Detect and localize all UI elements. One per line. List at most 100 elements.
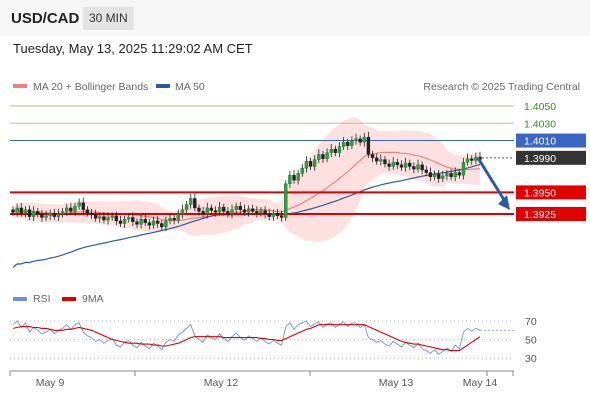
current-price-label: 1.3990	[524, 153, 556, 165]
symbol-title: USD/CAD	[11, 10, 80, 27]
candle-up	[189, 198, 193, 205]
candle-down	[250, 208, 255, 212]
ma50-legend-swatch	[156, 84, 170, 88]
candle-up	[354, 138, 358, 141]
support-label: 1.3950	[524, 187, 556, 199]
candle-down	[143, 218, 147, 223]
candle-up	[127, 217, 131, 220]
current-price-tag	[516, 150, 586, 165]
candle-down	[242, 209, 247, 213]
candle-down	[11, 209, 15, 213]
candle-down	[370, 154, 375, 159]
candle-down	[279, 215, 284, 218]
candle-down	[424, 169, 428, 173]
candle-up	[432, 174, 437, 178]
candle-up	[317, 154, 321, 160]
rsi-ma-line	[12, 324, 481, 352]
candle-down	[226, 211, 230, 215]
rsi-ma-legend-label: 9MA	[82, 293, 104, 305]
candle-up	[164, 220, 168, 228]
candle-up	[230, 209, 234, 215]
candle-down	[387, 163, 391, 167]
candle-up	[362, 136, 366, 143]
time-tick-label: May 13	[379, 377, 414, 389]
candle-down	[93, 214, 98, 219]
candle-down	[263, 210, 267, 215]
candle-down	[238, 206, 243, 210]
candle-up	[106, 217, 110, 221]
rsi-panel: 70 50 30	[10, 316, 537, 365]
resistance-label: 1.4030	[524, 118, 556, 130]
candle-down	[470, 158, 474, 161]
candle-down	[135, 221, 139, 225]
forecast-arrow-shaft	[476, 157, 508, 204]
candle-up	[31, 211, 36, 217]
candle-down	[292, 174, 296, 181]
candle-up	[259, 210, 263, 214]
candle-down	[40, 213, 44, 218]
candle-up	[350, 140, 354, 146]
candle-down	[383, 159, 387, 165]
candle-down	[69, 207, 73, 212]
candle-down	[155, 220, 160, 224]
candle-up	[56, 213, 61, 217]
candle-down	[346, 142, 350, 146]
candle-up	[379, 159, 383, 162]
timestamp: Tuesday, May 13, 2025 11:29:02 AM CET	[13, 41, 253, 56]
interval-button[interactable]: 30 MIN	[83, 7, 134, 30]
pivot-label: 1.4010	[524, 136, 556, 148]
resistance-label: 1.4050	[524, 101, 556, 113]
candle-up	[60, 211, 65, 215]
candle-down	[321, 154, 325, 159]
candle-down	[333, 148, 338, 153]
candle-down	[27, 209, 32, 217]
candle-down	[147, 222, 152, 226]
candle-up	[416, 164, 420, 170]
candle-up	[77, 202, 81, 207]
candle-up	[65, 207, 69, 212]
candle-down	[449, 173, 453, 178]
forecast-arrow-head	[498, 195, 510, 210]
time-tick-label: May 9	[36, 377, 65, 389]
credit-text: Research © 2025 Trading Central	[423, 81, 580, 93]
candle-down	[52, 212, 57, 217]
candle-up	[151, 220, 156, 226]
rsi-ma-legend-swatch	[62, 297, 76, 301]
time-tick-label: May 12	[204, 377, 239, 389]
candle-up	[465, 158, 470, 163]
candle-down	[118, 220, 123, 224]
candle-up	[304, 161, 309, 169]
candle-up	[453, 172, 457, 178]
candle-up	[73, 206, 77, 212]
rsi-tick-label: 70	[525, 316, 537, 328]
ma20-line	[12, 151, 481, 222]
candle-down	[85, 209, 90, 214]
candle-down	[36, 211, 40, 215]
candle-up	[180, 209, 185, 215]
ma50-legend-label: MA 50	[175, 81, 205, 93]
candle-down	[209, 207, 214, 211]
candle-up	[98, 216, 102, 219]
candle-up	[288, 174, 292, 184]
candle-up	[403, 162, 408, 168]
ma20-legend-swatch	[13, 84, 27, 88]
candle-down	[420, 164, 424, 171]
support-tag	[516, 185, 586, 200]
candle-up	[234, 206, 238, 210]
candle-up	[300, 168, 304, 174]
candle-down	[102, 216, 106, 221]
candle-up	[48, 212, 52, 216]
candle-up	[176, 213, 181, 221]
ma20-legend-label: MA 20 + Bollinger Bands	[33, 81, 148, 93]
candle-up	[312, 159, 317, 167]
candle-up	[44, 215, 48, 218]
candle-down	[114, 215, 119, 222]
bollinger-band	[13, 117, 480, 243]
support-tag	[516, 207, 586, 221]
candle-up	[284, 183, 288, 218]
candle-down	[366, 136, 371, 155]
candle-down	[222, 206, 226, 212]
candle-up	[139, 218, 143, 225]
rsi-tick-label: 30	[525, 353, 537, 365]
